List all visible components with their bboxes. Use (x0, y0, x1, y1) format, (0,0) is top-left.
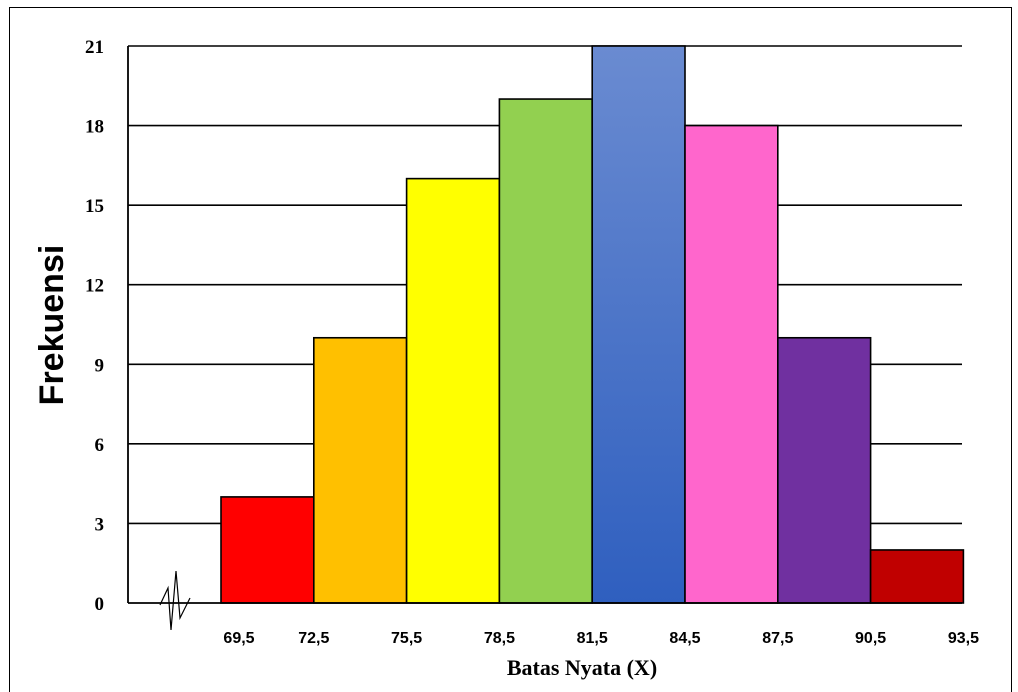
histogram-bar (684, 124, 779, 604)
y-tick-label: 0 (95, 594, 105, 615)
histogram-bar (405, 177, 501, 604)
chart-frame (9, 7, 1012, 692)
y-tick-label: 9 (95, 355, 105, 376)
histogram-bar (220, 496, 315, 604)
axes (127, 46, 962, 631)
histogram-bar (776, 336, 872, 604)
x-tick-label: 93,5 (948, 630, 979, 647)
histogram-bar (869, 549, 965, 604)
y-axis-title: Frekuensi (33, 245, 71, 406)
x-tick-label: 69,5 (223, 630, 254, 647)
x-tick-labels: 69,5 72,5 75,5 78,5 81,5 84,5 87,5 90,5 93,5 (223, 630, 979, 647)
x-tick-label: 87,5 (762, 630, 793, 647)
x-tick-label: 81,5 (577, 630, 608, 647)
y-tick-label: 21 (85, 37, 104, 58)
x-tick-label: 84,5 (669, 630, 700, 647)
histogram-bar (312, 336, 408, 604)
x-tick-label: 90,5 (855, 630, 886, 647)
histogram-bar (591, 45, 686, 604)
y-tick-label: 3 (95, 514, 105, 535)
histogram-bar (498, 98, 593, 604)
bars (220, 45, 965, 604)
y-tick-label: 15 (85, 196, 104, 217)
axis-break-icon (159, 570, 191, 631)
y-tick-label: 6 (95, 435, 105, 456)
y-tick-labels: 0 3 6 9 12 15 18 21 (85, 37, 104, 615)
x-tick-label: 78,5 (484, 630, 515, 647)
y-tick-label: 18 (85, 117, 104, 138)
y-tick-label: 12 (85, 276, 104, 297)
x-tick-label: 72,5 (298, 630, 329, 647)
x-axis-title: Batas Nyata (X) (507, 655, 657, 680)
x-tick-label: 75,5 (391, 630, 422, 647)
